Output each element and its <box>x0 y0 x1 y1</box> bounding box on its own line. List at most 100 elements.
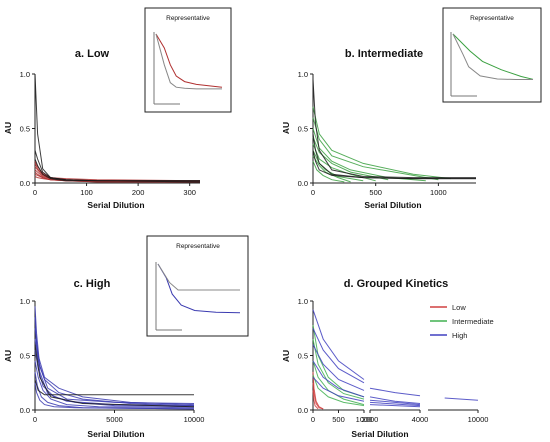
x-tick-label: 0 <box>311 415 315 424</box>
series-line-high-9-part0 <box>312 344 365 391</box>
x-tick-label: 10000 <box>184 415 205 424</box>
series-line-reference-7 <box>34 73 200 182</box>
x-tick-label: 1000 <box>356 415 373 424</box>
series-line-high-10-part0 <box>312 360 365 398</box>
panel-a-title: a. Low <box>75 48 110 60</box>
y-tick-label: 1.0 <box>298 297 308 306</box>
x-tick-label: 100 <box>80 188 93 197</box>
inset-curve-group <box>157 263 241 314</box>
panel-b-inset-frame <box>442 7 542 103</box>
y-tick-label: 0.5 <box>20 125 30 134</box>
y-tick-label: 0.0 <box>298 179 308 188</box>
series-line-high-9-part1 <box>369 399 421 406</box>
panel-d-ylabel: AU <box>281 350 291 362</box>
panel-a-inset: Representative <box>144 7 232 113</box>
y-tick-label: 0.0 <box>20 406 30 415</box>
x-tick-label: 10000 <box>468 415 489 424</box>
series-line-intermediate-1 <box>312 117 439 181</box>
series-line-high-11-part1 <box>369 404 421 408</box>
panel-a-inset-title: Representative <box>166 15 210 22</box>
inset-plot-0 <box>153 32 223 105</box>
panel-c: c. High Representative 0.0 0.5 1.0 0 5000 100… <box>3 235 249 439</box>
legend-label-high: High <box>452 331 467 340</box>
series-line-low-1-part0 <box>312 382 324 410</box>
series-line-high-7-part0 <box>312 309 365 380</box>
panel-a-ylabel: AU <box>3 122 13 134</box>
series-line-high-7-part2 <box>444 397 479 401</box>
panel-a: a. Low Representative 0.0 0.5 1.0 0 100 200 30… <box>3 7 232 210</box>
x-tick-label: 4000 <box>412 415 429 424</box>
panel-c-inset-title: Representative <box>176 243 220 250</box>
series-line-high-3 <box>34 339 195 407</box>
series-line-reference-8 <box>34 150 200 182</box>
x-tick-label: 2000 <box>362 415 379 424</box>
series-line-reference-10 <box>312 150 476 180</box>
series-line-low-2-part0 <box>312 390 319 410</box>
panel-b-xlabel: Serial Dilution <box>364 200 421 210</box>
panel-a-xlabel: Serial Dilution <box>87 200 144 210</box>
inset-curve-reference <box>452 33 533 80</box>
y-tick-label: 1.0 <box>298 70 308 79</box>
panel-d-legend: Low Intermediate High <box>430 303 494 340</box>
series-line-intermediate-5 <box>312 150 364 182</box>
panel-a-inset-frame <box>144 7 232 113</box>
panel-c-ylabel: AU <box>3 350 13 362</box>
series-line-high-5 <box>34 360 195 409</box>
series-line-high-7-part1 <box>369 387 421 397</box>
inset-plot-2 <box>155 262 241 331</box>
x-tick-label: 0 <box>33 415 37 424</box>
panel-d: d. Grouped Kinetics 0.0 0.5 1.0 0 500 1000200… <box>281 278 494 439</box>
panel-c-inset-frame <box>146 235 249 337</box>
y-tick-label: 0.5 <box>20 352 30 361</box>
panel-b: b. Intermediate Representative 0.0 0.5 1.0… <box>281 7 542 210</box>
series-line-high-2 <box>34 328 195 406</box>
series-line-intermediate-6-part0 <box>312 374 365 407</box>
x-tick-label: 0 <box>33 188 37 197</box>
panel-b-inset-title: Representative <box>470 15 514 22</box>
series-line-intermediate-0 <box>312 106 451 180</box>
series-line-reference-8 <box>312 79 476 179</box>
panel-b-ylabel: AU <box>281 122 291 134</box>
x-tick-label: 300 <box>183 188 196 197</box>
legend-label-low: Low <box>452 303 466 312</box>
series-line-high-11-part0 <box>312 376 365 402</box>
series-line-intermediate-7 <box>312 160 345 183</box>
series-line-low-1 <box>34 163 201 182</box>
y-tick-label: 1.0 <box>20 70 30 79</box>
panel-a-plot: 0.0 0.5 1.0 0 100 200 300 <box>20 70 201 197</box>
series-line-low-6 <box>34 176 200 183</box>
series-line-intermediate-5-part0 <box>312 360 365 406</box>
panel-d-title: d. Grouped Kinetics <box>344 278 449 290</box>
inset-curve-reference <box>157 263 240 291</box>
x-tick-label: 500 <box>332 415 345 424</box>
y-tick-label: 0.0 <box>20 179 30 188</box>
y-tick-label: 0.5 <box>298 125 308 134</box>
series-line-high-0 <box>34 306 195 404</box>
inset-curve-reference <box>155 33 222 90</box>
panel-b-inset: Representative <box>442 7 542 103</box>
series-line-intermediate-4 <box>312 143 376 182</box>
series-line-reference-8 <box>34 379 194 396</box>
x-tick-label: 500 <box>369 188 382 197</box>
panel-c-xlabel: Serial Dilution <box>87 429 144 439</box>
series-line-high-8-part0 <box>312 328 365 384</box>
x-tick-label: 5000 <box>106 415 123 424</box>
series-line-high-10-part1 <box>369 401 421 407</box>
series-line-high-8-part1 <box>369 396 421 404</box>
panel-b-plot: 0.0 0.5 1.0 0 500 1000 <box>298 70 476 197</box>
x-tick-label: 200 <box>132 188 145 197</box>
series-line-reference-9 <box>34 158 201 183</box>
x-tick-label: 1000 <box>430 188 447 197</box>
y-tick-label: 0.0 <box>298 406 308 415</box>
series-line-intermediate-4-part0 <box>312 339 365 400</box>
series-line-high-7 <box>34 382 195 410</box>
series-line-reference-9 <box>34 344 195 408</box>
legend-label-intermediate: Intermediate <box>452 317 494 326</box>
inset-plot-1 <box>450 32 534 97</box>
panel-c-plot: 0.0 0.5 1.0 0 5000 10000 <box>20 297 205 424</box>
inset-curve-group <box>155 33 223 88</box>
x-tick-label: 0 <box>311 188 315 197</box>
inset-curve-group <box>452 33 534 80</box>
